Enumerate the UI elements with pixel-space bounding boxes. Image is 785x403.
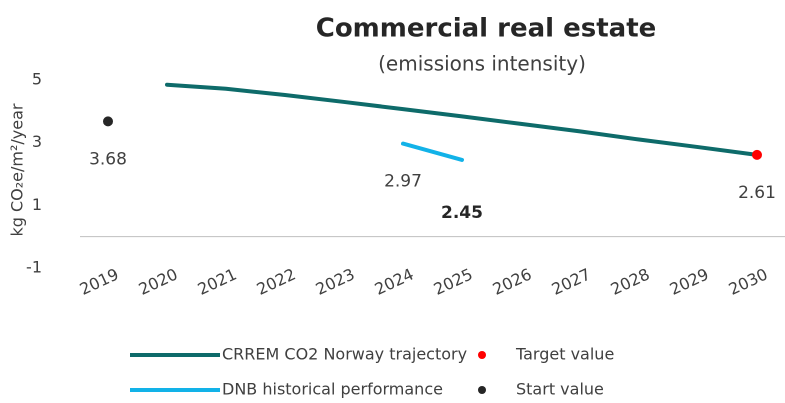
x-tick-label: 2029	[667, 264, 712, 298]
x-tick-label: 2025	[431, 264, 476, 298]
data-label: 2.97	[384, 172, 422, 192]
data-label: 2.61	[738, 183, 776, 203]
legend-label: CRREM CO2 Norway trajectory	[222, 345, 467, 364]
chart-title: Commercial real estate	[316, 14, 657, 44]
data-label: 2.45	[441, 203, 483, 223]
x-tick-label: 2030	[726, 264, 771, 298]
x-tick-label: 2019	[77, 264, 122, 298]
x-tick-label: 2028	[608, 264, 653, 298]
y-tick-label: -1	[26, 258, 42, 277]
y-tick-label: 3	[32, 132, 42, 151]
x-tick-label: 2023	[313, 264, 358, 298]
x-tick-label: 2027	[549, 264, 594, 298]
data-point	[103, 116, 113, 127]
chart-subtitle: (emissions intensity)	[378, 52, 586, 76]
legend-label: Target value	[515, 345, 614, 364]
legend-label: Start value	[516, 380, 604, 399]
y-tick-label: 5	[32, 70, 42, 89]
y-tick-label: 1	[32, 195, 42, 214]
y-axis-label: kg CO₂e/m²/year	[8, 103, 27, 236]
x-tick-label: 2021	[195, 264, 240, 298]
data-label: 3.68	[89, 149, 127, 169]
legend-label: DNB historical performance	[222, 380, 443, 399]
x-tick-label: 2024	[372, 264, 417, 298]
x-tick-label: 2026	[490, 264, 535, 298]
series-line	[165, 82, 759, 157]
series-line	[401, 141, 464, 162]
data-point	[752, 149, 762, 160]
legend-swatch	[478, 351, 486, 359]
legend-swatch	[478, 386, 486, 394]
x-tick-label: 2022	[254, 264, 299, 298]
x-tick-label: 2020	[136, 264, 181, 298]
